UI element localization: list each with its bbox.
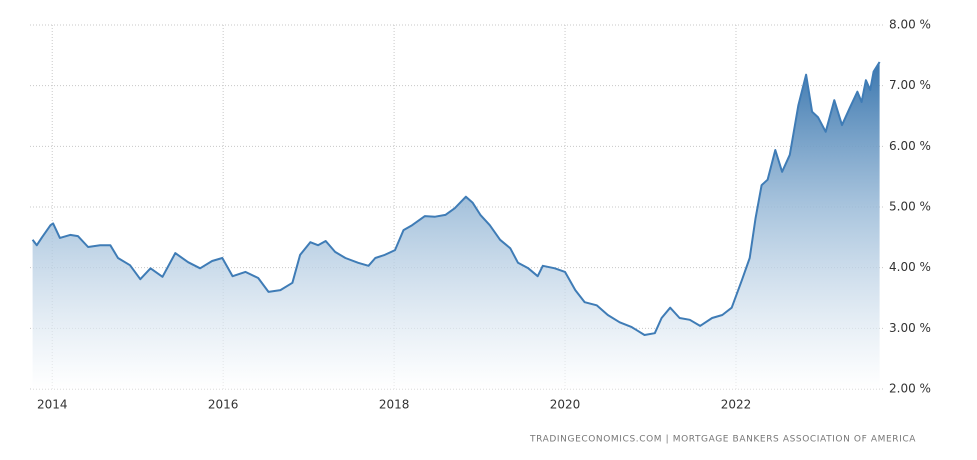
y-tick-label: 7.00 % <box>889 78 931 92</box>
x-tick-label: 2016 <box>208 398 239 412</box>
x-tick-label: 2018 <box>379 398 410 412</box>
source-note: TRADINGECONOMICS.COM | MORTGAGE BANKERS … <box>529 435 916 445</box>
y-tick-label: 3.00 % <box>889 321 931 335</box>
y-tick-label: 8.00 % <box>889 18 931 32</box>
y-tick-label: 5.00 % <box>889 200 931 214</box>
area-fill <box>32 62 880 389</box>
y-tick-label: 4.00 % <box>889 260 931 274</box>
series-line <box>31 61 881 336</box>
x-tick-label: 2020 <box>550 398 581 412</box>
y-tick-label: 2.00 % <box>889 382 931 396</box>
x-tick-label: 2014 <box>37 398 68 412</box>
y-tick-label: 6.00 % <box>889 139 931 153</box>
x-tick-label: 2022 <box>721 398 752 412</box>
